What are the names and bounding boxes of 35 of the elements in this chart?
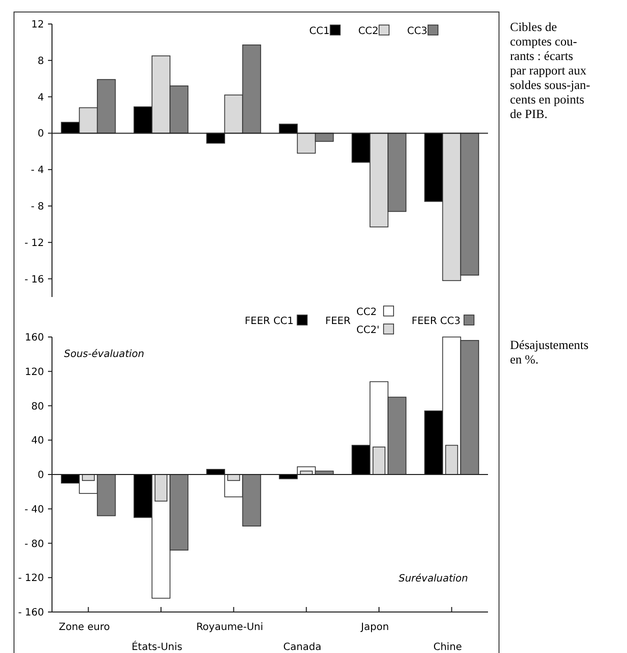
text: FEER — [325, 316, 351, 327]
legend-label: CC2 — [358, 26, 379, 37]
x-tick-label: États-Unis — [132, 640, 182, 653]
y-tick-label: 120 — [24, 366, 44, 378]
y-tick-label: 0 — [38, 128, 44, 140]
y-tick-label: 4 — [38, 92, 44, 104]
y-tick-label: - 16 — [24, 274, 44, 286]
annotation: Surévaluation — [398, 574, 468, 585]
x-tick-label: Royaume-Uni — [196, 622, 264, 633]
legend-label: CC3 — [407, 26, 428, 37]
y-tick-label: - 160 — [18, 608, 44, 618]
x-tick-label: Japon — [360, 622, 389, 633]
y-tick-label: 160 — [24, 332, 44, 344]
y-tick-label: 40 — [31, 436, 44, 447]
legend-label: CC2 — [356, 307, 377, 318]
legend-label: CC2' — [356, 325, 380, 336]
y-tick-label: - 40 — [24, 504, 44, 516]
y-tick-label: 8 — [38, 56, 44, 67]
legend-label: FEER CC3 — [412, 316, 460, 327]
annotation: Sous-évaluation — [64, 349, 144, 360]
y-tick-label: 80 — [31, 401, 44, 412]
text: Cibles de comptes cou- rants : écarts par rapport aux soldes sous-jan- cents en points de PIB. — [510, 20, 590, 121]
y-tick-label: - 12 — [24, 238, 44, 249]
x-tick-label: Chine — [433, 642, 462, 653]
y-tick-label: - 8 — [30, 202, 44, 212]
legend-label: FEER CC1 — [244, 316, 294, 327]
y-tick-label: - 4 — [30, 165, 44, 176]
y-tick-label: 0 — [38, 470, 44, 481]
y-tick-label: - 80 — [24, 538, 44, 550]
text: Désajustements en %. — [510, 338, 589, 366]
legend-label: CC1 — [309, 26, 330, 37]
x-tick-label: Zone euro — [58, 622, 110, 633]
y-tick-label: 12 — [31, 20, 44, 30]
x-tick-label: Canada — [283, 642, 322, 653]
y-tick-label: - 120 — [18, 573, 44, 584]
